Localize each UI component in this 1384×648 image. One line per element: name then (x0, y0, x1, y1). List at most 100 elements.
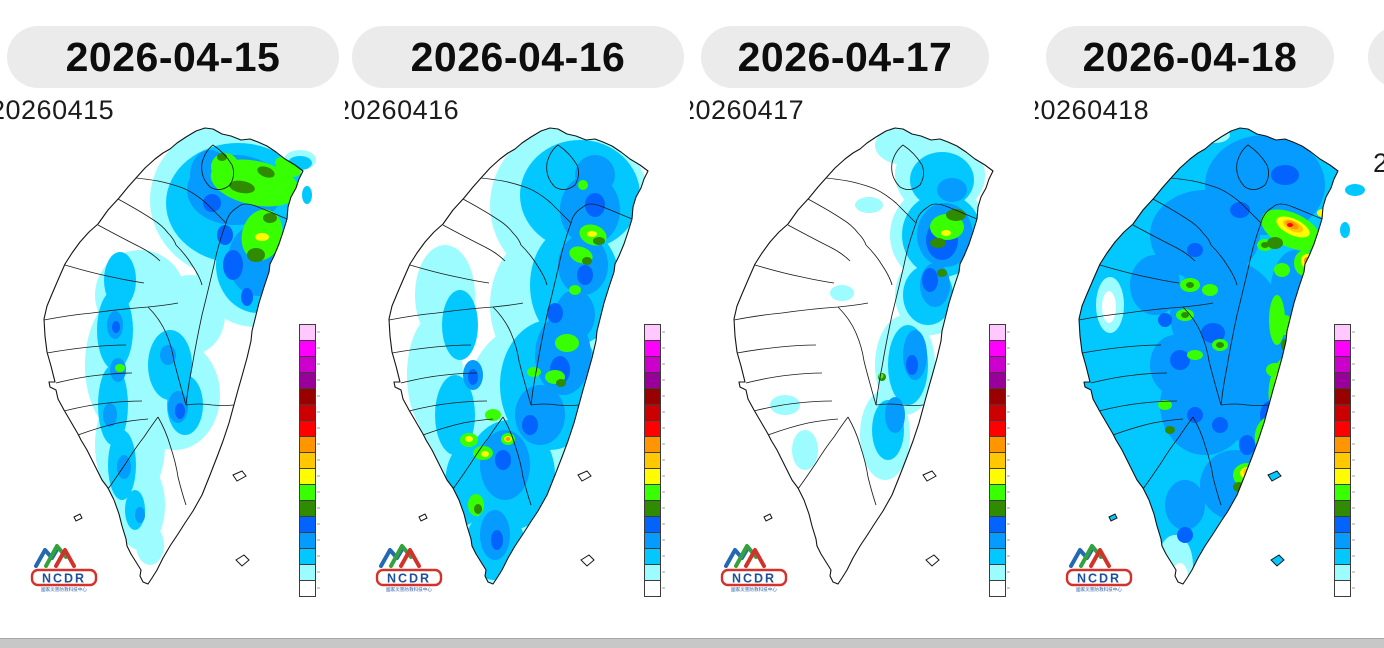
ncdr-logo-subtext: 國家災害防救科技中心 (731, 586, 777, 593)
colorbar-segment (644, 404, 665, 421)
map-image-label: 20260418 (1035, 95, 1150, 125)
colorbar-segment (644, 580, 665, 597)
colorbar-segment (299, 516, 320, 533)
map-label-clip: 20260416 (345, 95, 545, 125)
colorbar-segment (644, 532, 665, 549)
forecast-panel-2: 2026-04-16 20260416 (345, 0, 690, 640)
colorbar-segment (989, 564, 1010, 581)
taiwan-map-svg (388, 127, 649, 585)
colorbar-segment (299, 484, 320, 501)
map-label-clip: 20260417 (690, 95, 890, 125)
colorbar-segment (644, 484, 665, 501)
colorbar-segment (644, 468, 665, 485)
colorbar-segment (989, 340, 1010, 357)
map-image-label: 20260417 (690, 95, 805, 125)
colorbar-segment (644, 516, 665, 533)
colorbar-segment (1334, 356, 1355, 373)
map-label-clip: 20260415 (0, 95, 200, 125)
ncdr-logo: NCDR 國家災害防救科技中心 (30, 544, 98, 593)
ncdr-logo: NCDR 國家災害防救科技中心 (1065, 544, 1133, 593)
rainfall-map-20260417: NCDR 國家災害防救科技中心 (690, 115, 1035, 607)
colorbar-segment (1334, 548, 1355, 565)
colorbar-segment (644, 356, 665, 373)
colorbar-segment (989, 532, 1010, 549)
date-pill-next-partial[interactable] (1368, 26, 1384, 88)
ncdr-logo-subtext: 國家災害防救科技中心 (1076, 586, 1122, 593)
colorbar-segment (299, 420, 320, 437)
rainfall-colorbar (1334, 324, 1355, 597)
colorbar-segment (299, 532, 320, 549)
colorbar-segment (299, 436, 320, 453)
colorbar-segment (644, 372, 665, 389)
colorbar-segment (989, 452, 1010, 469)
colorbar-segment (1334, 468, 1355, 485)
colorbar-segment (644, 500, 665, 517)
colorbar-segment (1334, 580, 1355, 597)
colorbar-segment (989, 356, 1010, 373)
colorbar-segment (299, 324, 320, 341)
colorbar-segment (299, 372, 320, 389)
colorbar-segment (989, 388, 1010, 405)
colorbar-segment (299, 500, 320, 517)
colorbar-segment (1334, 564, 1355, 581)
taiwan-map-svg (43, 127, 316, 585)
colorbar-segment (299, 468, 320, 485)
colorbar-segment (1334, 452, 1355, 469)
date-pill-3[interactable]: 2026-04-17 (701, 26, 989, 88)
ncdr-logo-subtext: 國家災害防救科技中心 (41, 586, 87, 593)
colorbar-segment (989, 580, 1010, 597)
colorbar-segment (299, 356, 320, 373)
colorbar-segment (299, 452, 320, 469)
rainfall-map-20260418: NCDR 國家災害防救科技中心 (1035, 115, 1380, 607)
colorbar-segment (299, 548, 320, 565)
colorbar-segment (299, 388, 320, 405)
colorbar-segment (989, 436, 1010, 453)
rainfall-map-20260415: NCDR 國家災害防救科技中心 (0, 115, 345, 607)
ncdr-logo: NCDR 國家災害防救科技中心 (375, 544, 443, 593)
colorbar-segment (1334, 532, 1355, 549)
taiwan-map-svg (733, 127, 994, 585)
date-pill-label: 2026-04-18 (1082, 33, 1298, 80)
rainfall-colorbar (299, 324, 320, 597)
colorbar-segment (299, 340, 320, 357)
colorbar-segment (989, 468, 1010, 485)
colorbar-segment (1334, 372, 1355, 389)
colorbar-segment (644, 548, 665, 565)
horizontal-scrollbar[interactable] (0, 638, 1384, 648)
colorbar-segment (989, 548, 1010, 565)
rainfall-map-20260416: NCDR 國家災害防救科技中心 (345, 115, 690, 607)
forecast-panel-1: 2026-04-15 20260415 (0, 0, 345, 640)
date-pill-4[interactable]: 2026-04-18 (1046, 26, 1334, 88)
map-image-label: 20260415 (0, 95, 115, 125)
colorbar-segment (299, 580, 320, 597)
colorbar-segment (1334, 420, 1355, 437)
ncdr-logo-text: NCDR (732, 572, 776, 586)
colorbar-segment (644, 452, 665, 469)
colorbar-segment (1334, 324, 1355, 341)
colorbar-segment (989, 404, 1010, 421)
date-pill-2[interactable]: 2026-04-16 (352, 26, 684, 88)
ncdr-logo: NCDR 國家災害防救科技中心 (720, 544, 788, 593)
colorbar-segment (1334, 404, 1355, 421)
colorbar-segment (989, 420, 1010, 437)
colorbar-segment (644, 436, 665, 453)
taiwan-map-svg (1078, 127, 1365, 585)
colorbar-segment (644, 324, 665, 341)
ncdr-logo-subtext: 國家災害防救科技中心 (386, 586, 432, 593)
date-pill-label: 2026-04-15 (65, 33, 281, 80)
colorbar-segment (299, 564, 320, 581)
colorbar-segment (1334, 500, 1355, 517)
ncdr-logo-text: NCDR (1077, 572, 1121, 586)
colorbar-segment (989, 484, 1010, 501)
colorbar-segment (644, 340, 665, 357)
colorbar-segment (1334, 388, 1355, 405)
rainfall-colorbar (644, 324, 665, 597)
colorbar-segment (1334, 340, 1355, 357)
forecast-panel-4: 2026-04-18 20260418 (1035, 0, 1380, 640)
forecast-panel-3: 2026-04-17 20260417 (690, 0, 1035, 640)
date-pill-1[interactable]: 2026-04-15 (7, 26, 339, 88)
colorbar-segment (1334, 516, 1355, 533)
colorbar-segment (644, 388, 665, 405)
colorbar-segment (989, 324, 1010, 341)
